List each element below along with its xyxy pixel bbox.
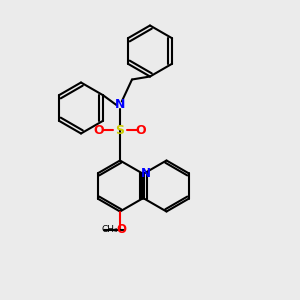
Text: N: N: [141, 167, 151, 180]
Text: S: S: [116, 124, 124, 137]
Text: O: O: [94, 124, 104, 137]
Text: N: N: [115, 98, 125, 112]
Text: O: O: [136, 124, 146, 137]
Text: O: O: [116, 223, 127, 236]
Text: CH₃: CH₃: [101, 225, 118, 234]
